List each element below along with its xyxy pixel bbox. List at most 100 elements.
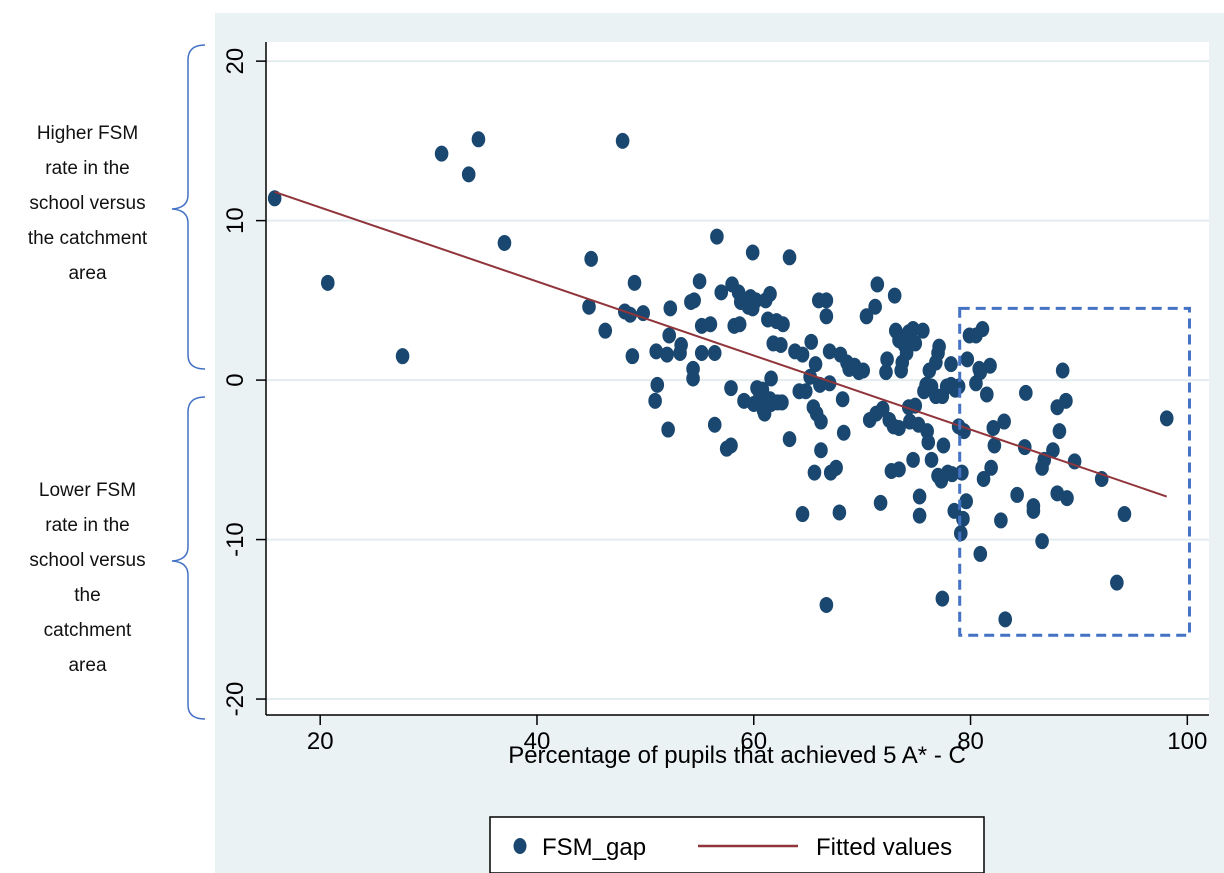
data-point [662,327,677,344]
data-point [1055,362,1070,379]
data-point [908,335,923,352]
data-point [807,464,822,481]
data-point [819,308,834,325]
data-point [774,337,788,354]
data-point [710,228,724,245]
data-point [660,346,674,363]
gridlines [266,60,1209,701]
data-point [916,322,930,339]
legend-label-fsm-gap: FSM_gap [542,834,646,861]
data-point [973,545,988,562]
data-point [694,344,709,361]
data-point [875,400,890,417]
data-point [986,419,1001,436]
data-point [732,316,747,333]
data-point [615,132,630,149]
highlight-box [958,306,1191,637]
lower-brace [171,396,206,720]
upper-brace [171,44,206,370]
data-point [1059,392,1073,409]
data-point [859,308,874,325]
data-point [998,611,1013,628]
x-axis-title: Percentage of pupils that achieved 5 A* … [508,742,966,769]
data-point [984,459,998,476]
axis-ticks: -20 -10 0 10 20 20 40 60 80 100 [222,48,1207,755]
legend: FSM_gap Fitted values [489,816,985,873]
data-point [798,383,813,400]
data-point [944,356,958,373]
data-point [912,507,927,524]
data-point [819,292,834,309]
data-point [1060,490,1074,507]
data-point [822,343,837,360]
data-point [1117,506,1132,523]
data-point [584,250,598,267]
data-point [707,344,722,361]
data-point [687,292,701,309]
data-point [692,273,707,290]
y-tick-label: -20 [222,682,249,717]
data-point [782,249,797,266]
data-point [1010,486,1024,503]
data-point [745,244,760,261]
data-point [795,346,810,363]
data-point [582,298,596,315]
x-tick-label: 60 [740,728,767,755]
data-point [598,322,613,339]
x-tick-label: 80 [957,728,984,755]
x-tick-label: 100 [1167,728,1207,755]
data-point [912,488,927,505]
data-point [975,321,990,338]
data-point [979,386,994,403]
data-point [714,284,729,301]
data-point [983,357,997,374]
data-point [887,287,902,304]
data-point [795,506,810,523]
data-point [434,145,449,162]
data-point [959,493,974,510]
data-point [906,451,920,468]
data-point [1159,410,1174,427]
x-tick-label: 40 [524,728,551,755]
data-point [997,413,1011,430]
fsm-gap-points [267,131,1174,628]
data-point [1019,384,1033,401]
fitted-line-layer [274,190,1168,498]
data-point [932,338,946,355]
y-tick-label: 20 [222,48,249,75]
data-point [724,437,738,454]
data-point [814,413,828,430]
data-point [880,351,894,368]
data-point [782,431,797,448]
data-point [899,344,914,361]
data-point [497,234,512,251]
data-point [935,590,950,607]
upper-annotation: Higher FSM rate in the school versus the… [27,123,148,284]
axes [265,42,1209,716]
data-point [649,343,664,360]
data-point [1035,533,1049,550]
data-point [921,434,936,451]
data-point [836,424,851,441]
data-point [870,276,885,293]
data-point [879,364,893,381]
data-point [892,461,906,478]
data-point [471,131,486,148]
y-tick-label: 10 [222,207,249,234]
legend-label-fitted: Fitted values [816,834,952,861]
data-point [835,391,850,408]
data-point [804,333,819,350]
data-point [832,504,847,521]
data-point [625,348,640,365]
data-point [661,421,675,438]
data-point [686,360,700,377]
data-point [936,437,951,454]
y-tick-label: -10 [222,522,249,557]
data-point [856,362,871,379]
data-point [892,419,906,436]
plot-area [266,42,1209,715]
data-point [623,306,637,323]
data-point [951,378,966,395]
fitted-line [274,190,1168,498]
